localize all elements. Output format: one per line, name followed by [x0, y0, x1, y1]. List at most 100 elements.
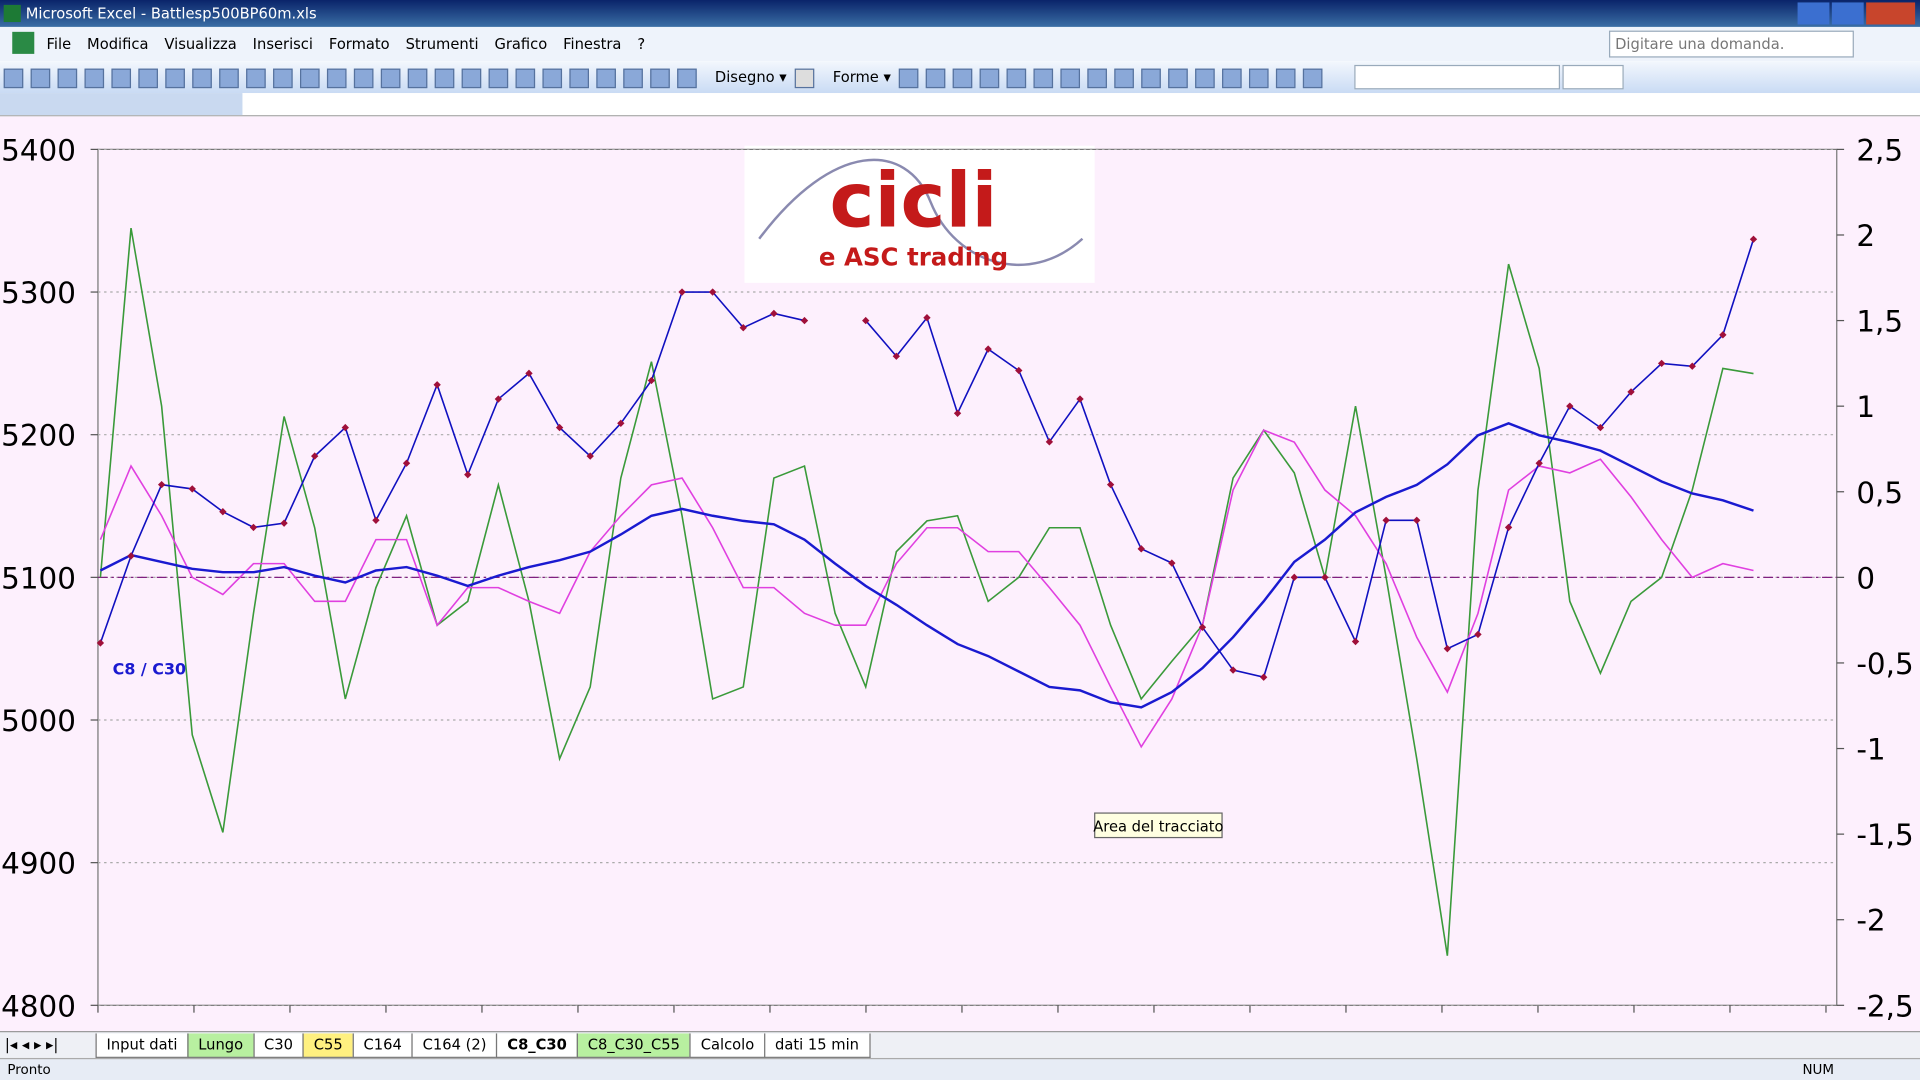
toolbar-button[interactable] [569, 68, 589, 89]
toolbar-button[interactable] [138, 68, 158, 89]
data-point [739, 324, 747, 332]
data-point [188, 485, 196, 493]
sheet-tab[interactable]: Calcolo [689, 1033, 766, 1058]
data-point [219, 508, 227, 516]
menu-item[interactable]: Strumenti [405, 35, 479, 53]
sheet-tab[interactable]: C55 [302, 1033, 354, 1058]
y-tick-label: 4800 [1, 989, 76, 1023]
toolbar-button[interactable] [461, 68, 482, 89]
series-line [99, 227, 1754, 956]
sheet-tab[interactable]: Lungo [187, 1033, 255, 1058]
y2-tick-label: -2 [1856, 904, 1885, 938]
toolbar-button[interactable] [623, 68, 643, 89]
sheet-tab[interactable]: dati 15 min [764, 1033, 871, 1058]
toolbar-button[interactable] [596, 68, 616, 89]
toolbar-button[interactable] [326, 68, 347, 89]
toolbar-button[interactable] [1168, 68, 1189, 89]
sheet-tab[interactable]: C8_C30_C55 [576, 1033, 691, 1058]
sheet-tab[interactable]: C30 [252, 1033, 304, 1058]
toolbar-button[interactable] [1303, 68, 1323, 89]
logo: cicli e ASC trading [744, 145, 1095, 283]
sheet-tab[interactable]: C8_C30 [496, 1033, 578, 1058]
toolbar-button[interactable] [1114, 68, 1135, 89]
toolbar-button[interactable] [1276, 68, 1297, 89]
toolbar-button[interactable] [1222, 68, 1243, 89]
toolbar-button[interactable] [488, 68, 509, 89]
y2-tick-label: 0,5 [1856, 476, 1903, 510]
y2-tick-label: 1 [1856, 390, 1875, 424]
toolbar-button[interactable] [3, 68, 24, 89]
toolbar-button[interactable] [1033, 68, 1054, 89]
toolbar-button[interactable] [1087, 68, 1108, 89]
data-point [311, 452, 319, 460]
y2-tick-label: -0,5 [1856, 647, 1913, 681]
toolbar-button[interactable] [300, 68, 320, 89]
toolbar-button[interactable] [1060, 68, 1081, 89]
sheet-tab[interactable]: C164 (2) [411, 1033, 498, 1058]
data-point [1229, 666, 1237, 674]
toolbar-button[interactable] [980, 68, 1000, 89]
toolbar-button[interactable] [926, 68, 946, 89]
toolbar-button[interactable] [1141, 68, 1162, 89]
window-controls[interactable] [1795, 2, 1916, 33]
data-point [96, 639, 105, 647]
menu-item[interactable]: Inserisci [252, 35, 313, 53]
sheet-tab[interactable]: C164 [352, 1033, 413, 1058]
menu-item[interactable]: ? [637, 35, 646, 53]
menu-item[interactable]: Modifica [87, 35, 149, 53]
data-point [1045, 438, 1054, 446]
series-line [99, 429, 1754, 749]
data-point [433, 381, 441, 389]
formula-bar [0, 93, 1920, 117]
toolbar-button[interactable] [273, 68, 293, 89]
toolbar-button[interactable] [380, 68, 401, 89]
toolbar-button[interactable] [57, 68, 78, 89]
y2-tick-label: -1,5 [1856, 818, 1913, 852]
menu-item[interactable]: Formato [328, 35, 390, 53]
toolbar-button[interactable] [407, 68, 428, 89]
toolbar-button[interactable] [434, 68, 455, 89]
toolbar-button[interactable] [111, 68, 132, 89]
toolbar-button[interactable] [1007, 68, 1027, 89]
y-tick-label: 5200 [1, 419, 76, 453]
data-point [923, 314, 931, 322]
toolbar-button[interactable] [542, 68, 563, 89]
toolbar-button[interactable] [953, 68, 973, 89]
toolbar-button[interactable] [677, 68, 697, 89]
tooltip: Area del tracciato [1093, 818, 1223, 835]
data-point [494, 395, 503, 403]
menu-item[interactable]: Visualizza [164, 35, 237, 53]
drawing-menu[interactable]: Disegno [714, 68, 775, 86]
menu-item[interactable]: File [46, 35, 72, 53]
toolbar-button[interactable] [84, 68, 105, 89]
y2-tick-label: 0 [1856, 561, 1875, 595]
status-text: Pronto [7, 1061, 51, 1078]
sheet-tab[interactable]: Input dati [95, 1033, 189, 1058]
shapes-menu[interactable]: Forme [832, 68, 879, 86]
menu-item[interactable]: Grafico [494, 35, 548, 53]
menu-bar: File Modifica Visualizza Inserisci Formato St… [0, 26, 1920, 62]
help-box[interactable]: Digitare una domanda. [1608, 30, 1854, 58]
toolbar-button[interactable] [1195, 68, 1216, 89]
toolbar-button[interactable] [353, 68, 374, 89]
toolbar-button[interactable] [192, 68, 212, 89]
data-point [770, 309, 778, 318]
menu-item[interactable]: Finestra [563, 35, 622, 53]
annotation: C8 / C30 [113, 660, 186, 679]
y-tick-label: 5000 [1, 704, 76, 738]
y2-tick-label: 1,5 [1856, 305, 1903, 339]
title-bar: Microsoft Excel - Battlesp500BP60m.xls [0, 0, 1920, 27]
toolbar-button[interactable] [246, 68, 266, 89]
toolbar-button[interactable] [899, 68, 919, 89]
toolbar-button[interactable] [219, 68, 239, 89]
data-point [586, 452, 594, 460]
data-point [1596, 423, 1605, 432]
y2-tick-label: -2,5 [1856, 989, 1913, 1023]
series-line [99, 421, 1754, 709]
toolbar-button[interactable] [650, 68, 670, 89]
toolbar-button[interactable] [515, 68, 536, 89]
toolbar-button[interactable] [1249, 68, 1270, 89]
toolbar-button[interactable] [30, 68, 51, 89]
toolbar-button[interactable] [165, 68, 185, 89]
